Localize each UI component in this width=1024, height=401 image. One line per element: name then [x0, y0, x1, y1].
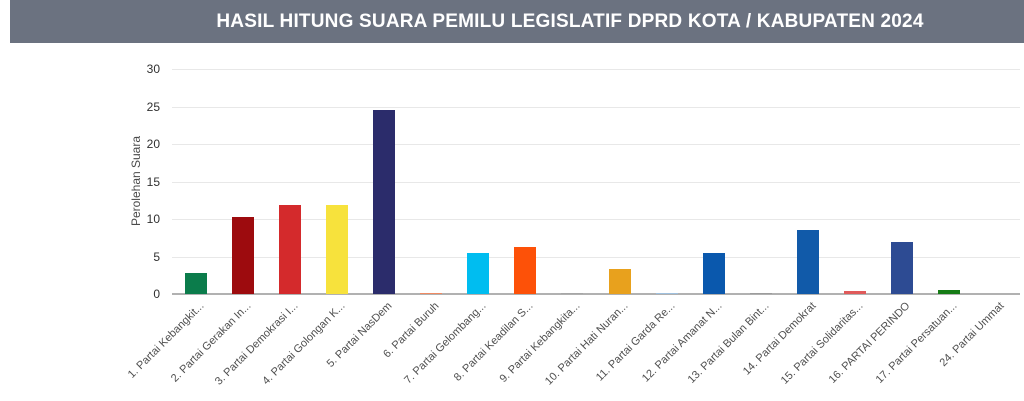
bar-13[interactable] — [749, 293, 772, 294]
gridline-5 — [172, 256, 1020, 258]
bar-slot-18 — [973, 69, 1020, 294]
bar-slot-9 — [549, 69, 596, 294]
y-tick-25: 25 — [146, 99, 160, 114]
y-tick-10: 10 — [146, 212, 160, 226]
bar-16[interactable] — [891, 242, 914, 294]
gridline-30 — [172, 69, 1020, 70]
bar-slot-10 — [596, 69, 643, 294]
plot-area — [172, 69, 1020, 295]
bar-3[interactable] — [278, 204, 301, 294]
gridline-25 — [172, 106, 1020, 108]
bar-2[interactable] — [231, 216, 254, 294]
bar-slot-2 — [219, 69, 266, 294]
bar-14[interactable] — [796, 229, 819, 294]
bar-slot-17 — [926, 69, 973, 294]
bar-slot-6 — [408, 69, 455, 294]
bar-17[interactable] — [938, 290, 961, 294]
chart-header: HASIL HITUNG SUARA PEMILU LEGISLATIF DPR… — [10, 0, 1024, 43]
bar-4[interactable] — [325, 204, 348, 294]
bar-slot-3 — [266, 69, 313, 294]
y-tick-30: 30 — [146, 62, 160, 76]
bar-11[interactable] — [655, 293, 678, 294]
bar-9[interactable] — [561, 293, 584, 294]
bar-slot-16 — [879, 69, 926, 294]
page-title: HASIL HITUNG SUARA PEMILU LEGISLATIF DPR… — [216, 10, 924, 32]
bar-slot-4 — [313, 69, 360, 294]
gridline-15 — [172, 181, 1020, 183]
bar-slot-15 — [832, 69, 879, 294]
bar-slot-14 — [784, 69, 831, 294]
bar-12[interactable] — [702, 252, 725, 294]
bar-15[interactable] — [844, 291, 867, 294]
bar-slot-1 — [172, 69, 219, 294]
bar-slot-5 — [360, 69, 407, 294]
bar-slot-8 — [502, 69, 549, 294]
bar-slot-11 — [643, 69, 690, 294]
y-tick-0: 0 — [153, 287, 160, 301]
y-tick-20: 20 — [146, 137, 160, 151]
bar-5[interactable] — [372, 109, 395, 294]
bars-container — [172, 69, 1020, 294]
x-label-1: 1. Partai Kebangkit... — [125, 300, 207, 381]
bar-slot-13 — [737, 69, 784, 294]
bar-slot-7 — [455, 69, 502, 294]
y-tick-15: 15 — [146, 174, 160, 189]
bar-10[interactable] — [608, 269, 631, 294]
bar-6[interactable] — [420, 293, 443, 294]
bar-8[interactable] — [514, 246, 537, 294]
bar-slot-12 — [690, 69, 737, 294]
bar-7[interactable] — [467, 252, 490, 294]
bar-1[interactable] — [184, 273, 207, 294]
x-axis-line — [172, 293, 1020, 295]
gridline-20 — [172, 144, 1020, 145]
y-tick-5: 5 — [153, 249, 160, 264]
gridline-10 — [172, 219, 1020, 220]
